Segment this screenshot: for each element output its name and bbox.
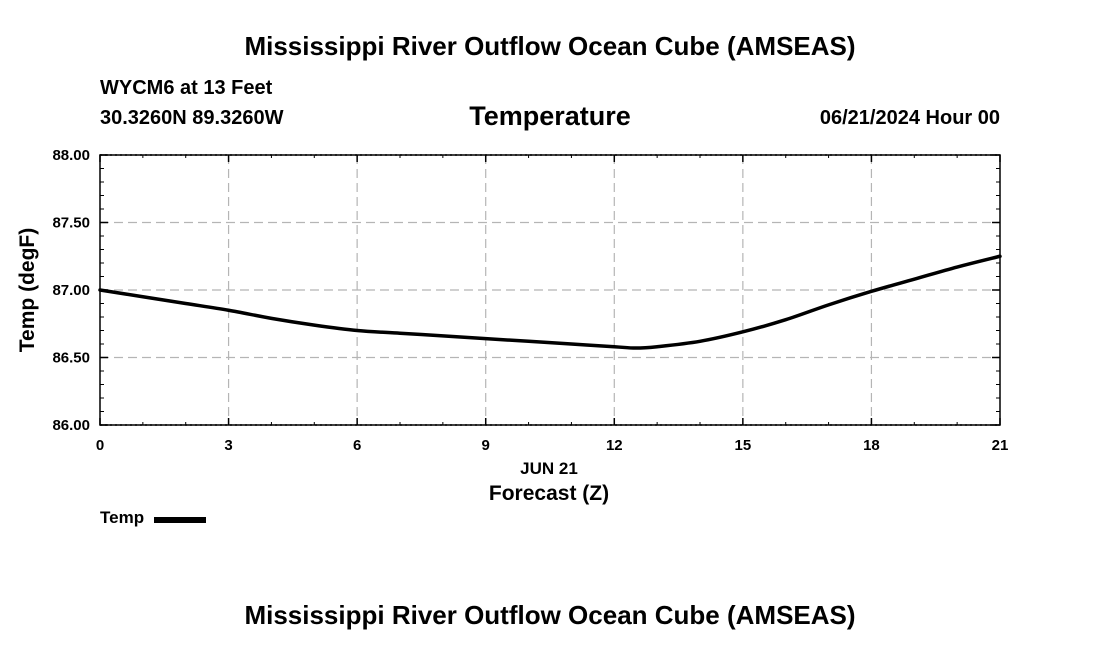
axis-tick-labels: 0 3 6 9 12 15 18 21 86.00 86.50 87.00 87.50 88.00 [52,147,1008,454]
chart-title: Temperature [469,101,631,131]
y-axis-label: Temp (degF) [16,228,39,352]
main-title: Mississippi River Outflow Ocean Cube (AM… [244,31,856,61]
series-layer [98,254,1002,350]
station-label: WYCM6 at 13 Feet [100,77,273,99]
x-axis-label: Forecast (Z) [489,482,609,505]
y-tick-label: 86.50 [52,350,90,367]
axis-ticks [99,154,1001,426]
x-tick-label: 9 [482,437,490,454]
x-tick-label: 0 [96,437,104,454]
coordinates-label: 30.3260N 89.3260W [100,107,284,129]
x-tick-label: 15 [735,437,752,454]
footer-title: Mississippi River Outflow Ocean Cube (AM… [244,600,856,630]
y-tick-label: 86.00 [52,417,90,434]
x-tick-label: 18 [863,437,880,454]
legend-line-swatch [154,516,207,523]
grid-lines [100,154,1000,426]
x-tick-label: 3 [224,437,232,454]
y-tick-label: 88.00 [52,147,90,164]
legend: Temp [100,508,207,528]
x-tick-label: 12 [606,437,623,454]
legend-label: Temp [100,508,145,527]
x-tick-label: 21 [992,437,1009,454]
forecast-date-label: 06/21/2024 Hour 00 [819,107,1000,129]
y-tick-label: 87.50 [52,215,90,232]
x-tick-label: 6 [353,437,361,454]
x-axis-date-label: JUN 21 [520,459,578,478]
y-tick-label: 87.00 [52,282,90,299]
series-line-temp [98,254,1002,350]
